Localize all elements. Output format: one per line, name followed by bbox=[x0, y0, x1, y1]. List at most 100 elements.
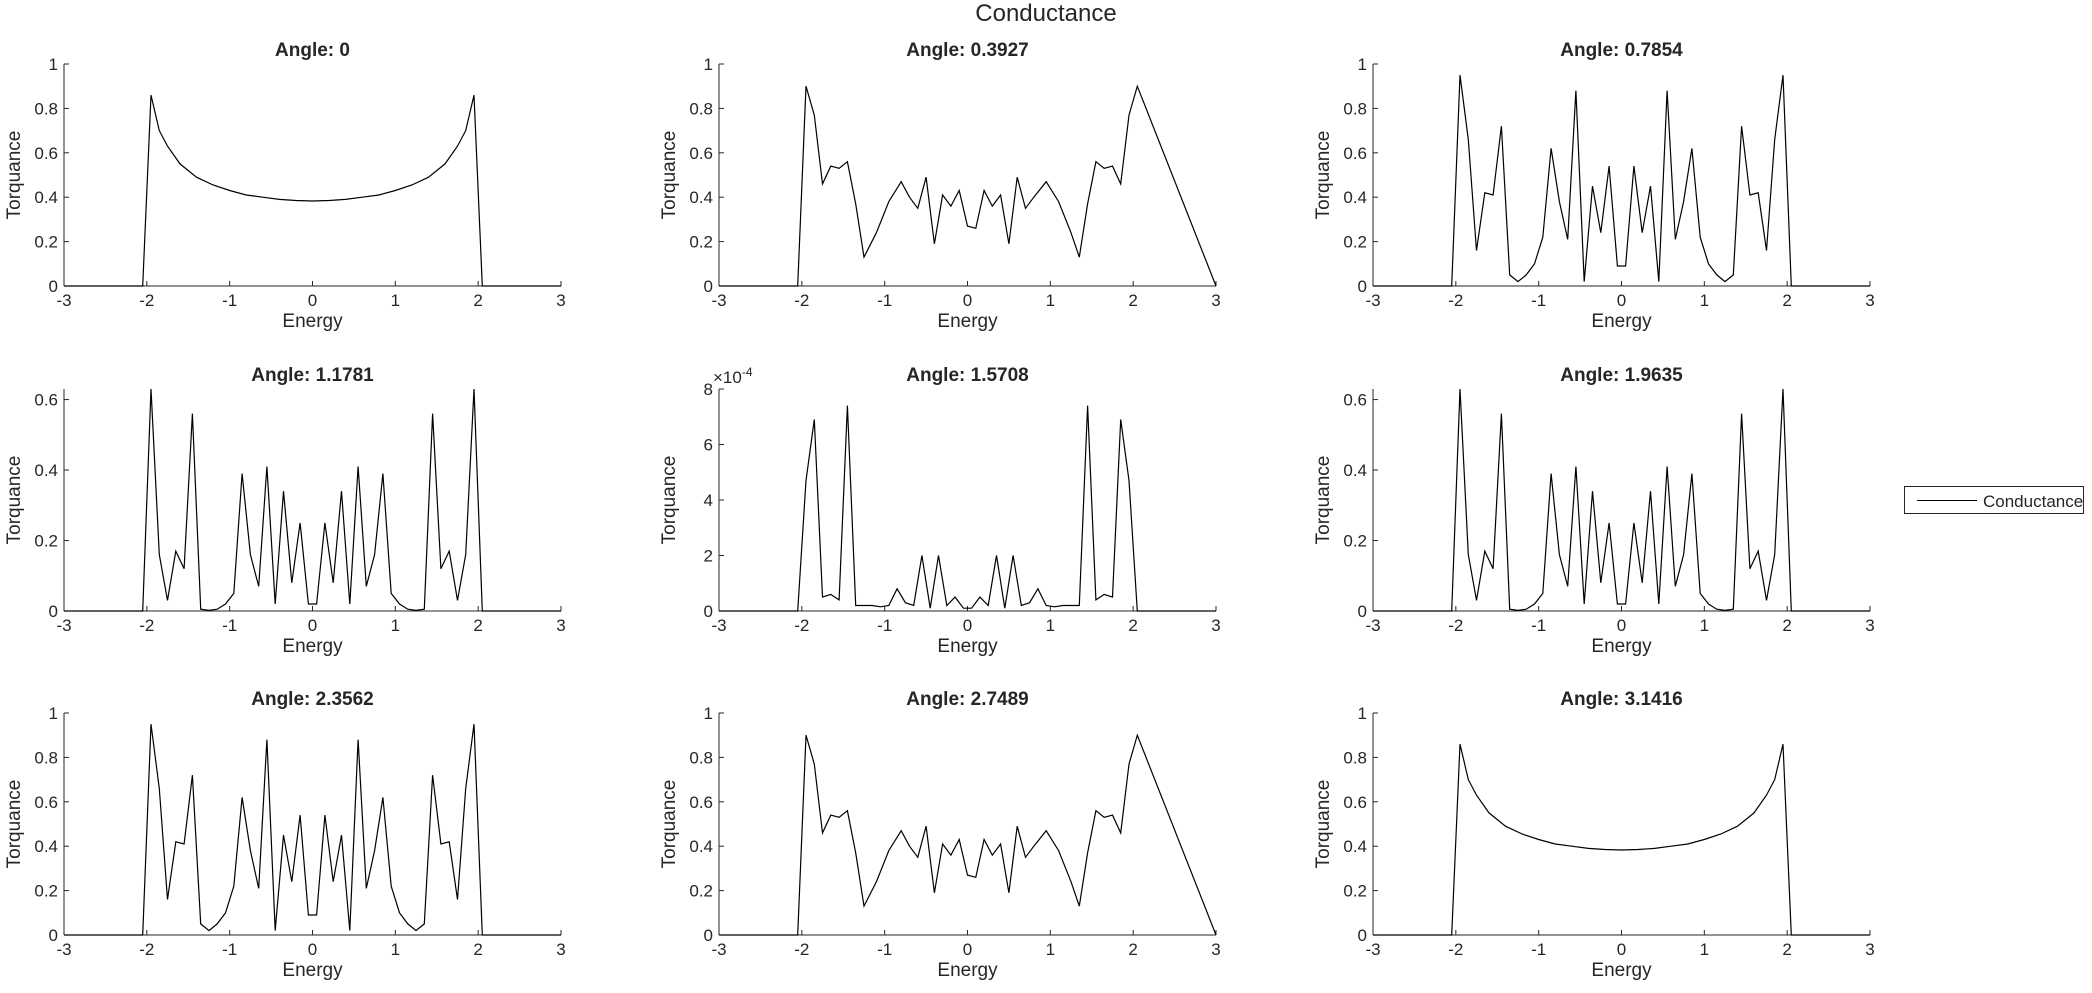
y-tick-label: 0 bbox=[1358, 602, 1367, 621]
x-tick-label: 1 bbox=[391, 291, 400, 310]
y-tick-label: 0 bbox=[1358, 277, 1367, 296]
x-tick-label: -3 bbox=[56, 940, 71, 959]
x-tick-label: -2 bbox=[139, 616, 154, 635]
y-tick-label: 0.8 bbox=[1343, 748, 1367, 767]
x-tick-label: 0 bbox=[1617, 291, 1626, 310]
x-tick-label: 1 bbox=[1700, 616, 1709, 635]
subplot-6: -3 -2 -1 0 1 2 3 0 0.2 0.4 0.6 Angle: 1.9635 Energy T… bbox=[1313, 365, 1875, 657]
x-tick-label: -3 bbox=[56, 291, 71, 310]
series-line-conductance bbox=[1373, 75, 1870, 287]
series-line-conductance bbox=[64, 724, 561, 936]
y-axis-label: Torquance bbox=[1313, 456, 1334, 545]
x-tick-label: -3 bbox=[56, 616, 71, 635]
x-tick-label: 0 bbox=[963, 616, 972, 635]
x-axis-label: Energy bbox=[282, 636, 343, 657]
series-line-conductance bbox=[64, 94, 561, 287]
x-tick-label: 3 bbox=[556, 291, 565, 310]
x-tick-label: 0 bbox=[963, 291, 972, 310]
x-tick-label: 0 bbox=[963, 940, 972, 959]
y-tick-label: 1 bbox=[1358, 704, 1367, 723]
x-tick-label: 2 bbox=[473, 616, 482, 635]
subplot-8: -3 -2 -1 0 1 2 3 0 0.2 0.4 0.6 0.8 1 Angle: 2.7489 Ene… bbox=[659, 689, 1221, 981]
subplot-title: Angle: 3.1416 bbox=[1560, 689, 1683, 710]
y-tick-label: 0.6 bbox=[1343, 144, 1367, 163]
y-axis-label: Torquance bbox=[4, 131, 25, 220]
x-tick-label: 1 bbox=[1046, 616, 1055, 635]
x-tick-label: 2 bbox=[1128, 291, 1137, 310]
series-line-conductance bbox=[719, 405, 1216, 612]
y-tick-label: 0.6 bbox=[689, 793, 713, 812]
x-tick-label: 3 bbox=[1211, 616, 1220, 635]
y-axis-label: Torquance bbox=[659, 131, 680, 220]
x-tick-label: 2 bbox=[1782, 616, 1791, 635]
y-tick-label: 0.4 bbox=[689, 837, 713, 856]
y-tick-label: 0.8 bbox=[34, 99, 58, 118]
x-tick-label: 2 bbox=[1128, 940, 1137, 959]
subplot-2: -3 -2 -1 0 1 2 3 0 0.2 0.4 0.6 0.8 1 Angle: 0.3927 Ene… bbox=[659, 40, 1221, 332]
y-tick-label: 0.6 bbox=[1343, 793, 1367, 812]
x-tick-label: 3 bbox=[1865, 940, 1874, 959]
x-tick-label: 2 bbox=[1128, 616, 1137, 635]
y-tick-label: 4 bbox=[704, 491, 713, 510]
figure-title: Conductance bbox=[975, 0, 1117, 27]
y-tick-label: 0.6 bbox=[34, 144, 58, 163]
x-tick-label: -1 bbox=[222, 940, 237, 959]
series-line-conductance bbox=[64, 388, 561, 612]
legend-line-swatch bbox=[1917, 500, 1977, 501]
y-tick-label: 0.4 bbox=[34, 188, 58, 207]
x-tick-label: 2 bbox=[473, 291, 482, 310]
series-line-conductance bbox=[719, 733, 1217, 936]
x-tick-label: -1 bbox=[222, 616, 237, 635]
x-tick-label: -2 bbox=[139, 940, 154, 959]
y-tick-label: 0.8 bbox=[689, 99, 713, 118]
x-tick-label: 3 bbox=[556, 940, 565, 959]
subplot-title: Angle: 1.1781 bbox=[251, 365, 374, 386]
y-tick-label: 1 bbox=[704, 55, 713, 74]
x-tick-label: 1 bbox=[1046, 291, 1055, 310]
subplot-title: Angle: 1.5708 bbox=[906, 365, 1029, 386]
y-axis-label: Torquance bbox=[1313, 131, 1334, 220]
x-tick-label: 1 bbox=[391, 940, 400, 959]
y-tick-label: 0.2 bbox=[1343, 882, 1367, 901]
subplot-title: Angle: 0.7854 bbox=[1560, 40, 1683, 61]
y-tick-label: 0.6 bbox=[689, 144, 713, 163]
x-tick-label: -2 bbox=[794, 291, 809, 310]
x-tick-label: 2 bbox=[1782, 291, 1791, 310]
y-tick-label: 8 bbox=[704, 380, 713, 399]
series-line-conductance bbox=[719, 84, 1217, 287]
y-tick-label: 0.4 bbox=[1343, 188, 1367, 207]
x-tick-label: -2 bbox=[794, 940, 809, 959]
x-tick-label: -1 bbox=[1531, 291, 1546, 310]
y-axis-label: Torquance bbox=[659, 456, 680, 545]
y-tick-label: 0.2 bbox=[689, 882, 713, 901]
y-tick-label: 0 bbox=[1358, 926, 1367, 945]
x-tick-label: -3 bbox=[1365, 616, 1380, 635]
y-tick-label: 6 bbox=[704, 436, 713, 455]
subplot-7: -3 -2 -1 0 1 2 3 0 0.2 0.4 0.6 0.8 1 Angle: 2.3562 Ene… bbox=[4, 689, 566, 981]
x-axis-label: Energy bbox=[1591, 636, 1652, 657]
x-tick-label: 3 bbox=[1865, 291, 1874, 310]
x-tick-label: 1 bbox=[1700, 940, 1709, 959]
y-exponent-label: ×10-4 bbox=[713, 365, 753, 387]
x-tick-label: -3 bbox=[711, 616, 726, 635]
y-axis-label: Torquance bbox=[4, 456, 25, 545]
x-tick-label: -3 bbox=[1365, 291, 1380, 310]
y-tick-label: 0.2 bbox=[1343, 233, 1367, 252]
y-tick-label: 1 bbox=[49, 55, 58, 74]
x-tick-label: -1 bbox=[877, 940, 892, 959]
x-axis-label: Energy bbox=[937, 636, 998, 657]
subplot-title: Angle: 2.7489 bbox=[906, 689, 1029, 710]
x-tick-label: -3 bbox=[711, 291, 726, 310]
x-tick-label: -2 bbox=[794, 616, 809, 635]
x-tick-label: -1 bbox=[877, 291, 892, 310]
x-tick-label: 3 bbox=[1211, 291, 1220, 310]
y-axis-label: Torquance bbox=[4, 780, 25, 869]
x-tick-label: -2 bbox=[1448, 940, 1463, 959]
y-tick-label: 0 bbox=[704, 277, 713, 296]
subplot-1: -3 -2 -1 0 1 2 3 0 0.2 0.4 0.6 0.8 1 Angle: 0 Energy To… bbox=[4, 40, 566, 332]
y-tick-label: 0.8 bbox=[1343, 99, 1367, 118]
x-tick-label: -2 bbox=[1448, 616, 1463, 635]
subplot-3: -3 -2 -1 0 1 2 3 0 0.2 0.4 0.6 0.8 1 Angle: 0.7854 Ene… bbox=[1313, 40, 1875, 332]
